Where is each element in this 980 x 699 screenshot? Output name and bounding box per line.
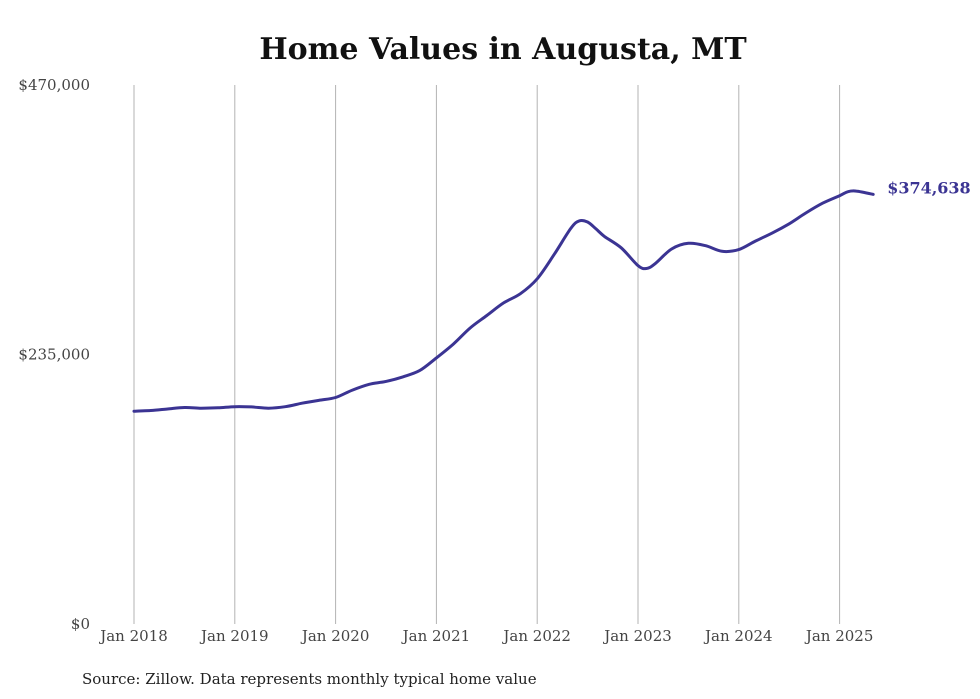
end-value-label: $374,638 bbox=[887, 178, 971, 197]
y-axis-ticks: $0 $235,000 $470,000 bbox=[18, 76, 90, 633]
home-value-line bbox=[132, 189, 875, 413]
grid bbox=[133, 85, 841, 624]
x-tick-label: Jan 2025 bbox=[804, 627, 874, 645]
x-tick-label: Jan 2020 bbox=[300, 627, 370, 645]
y-tick-label: $470,000 bbox=[18, 76, 90, 94]
x-tick-label: Jan 2018 bbox=[98, 627, 168, 645]
x-tick-label: Jan 2021 bbox=[401, 627, 471, 645]
x-tick-label: Jan 2024 bbox=[703, 627, 773, 645]
chart-title: Home Values in Augusta, MT bbox=[259, 32, 747, 67]
x-tick-label: Jan 2022 bbox=[501, 627, 571, 645]
series-layer: $374,638 bbox=[132, 178, 971, 413]
x-axis-ticks: Jan 2018 Jan 2019 Jan 2020 Jan 2021 Jan 2022… bbox=[98, 627, 873, 645]
y-tick-label: $0 bbox=[71, 615, 90, 633]
x-tick-label: Jan 2023 bbox=[602, 627, 672, 645]
y-tick-label: $235,000 bbox=[18, 346, 90, 364]
source-note: Source: Zillow. Data represents monthly … bbox=[82, 670, 537, 688]
x-tick-label: Jan 2019 bbox=[199, 627, 269, 645]
